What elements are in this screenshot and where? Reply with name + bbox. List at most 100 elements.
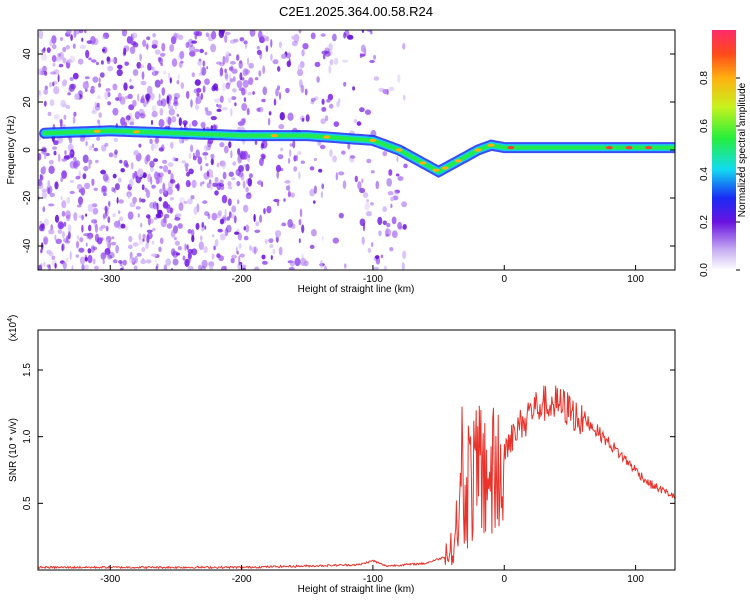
spectral-hotspot	[625, 146, 633, 150]
heatmap-cell	[293, 166, 298, 172]
heatmap-cell	[157, 175, 163, 184]
heatmap-cell	[185, 180, 191, 188]
heatmap-cell	[162, 159, 168, 164]
heatmap-cell	[320, 33, 326, 37]
heatmap-cell	[129, 202, 136, 208]
heatmap-cell	[241, 103, 248, 111]
heatmap-cell	[139, 197, 142, 203]
heatmap-cell	[237, 154, 242, 164]
heatmap-cell	[69, 190, 75, 195]
heatmap-cell	[301, 49, 305, 57]
heatmap-cell	[147, 173, 152, 183]
heatmap-cell	[179, 50, 185, 60]
heatmap-cell	[322, 54, 326, 60]
y-tick-label: 20	[22, 96, 33, 108]
heatmap-cell	[48, 203, 55, 207]
heatmap-cell	[220, 265, 227, 270]
heatmap-cell	[154, 79, 161, 88]
heatmap-cell	[320, 118, 327, 125]
heatmap-cell	[230, 257, 235, 264]
heatmap-cell	[205, 110, 212, 116]
heatmap-cell	[78, 196, 83, 206]
heatmap-cell	[132, 196, 138, 204]
heatmap-cell	[128, 104, 135, 111]
heatmap-cell	[170, 179, 176, 184]
heatmap-cell	[246, 108, 250, 116]
heatmap-cell	[299, 257, 307, 266]
heatmap-cell	[227, 186, 233, 190]
y-tick-label: 40	[22, 48, 33, 60]
heatmap-cell	[123, 47, 127, 56]
spectrogram-y-axis: -40 -20 0 20 40	[22, 48, 675, 253]
heatmap-cell	[193, 48, 200, 53]
heatmap-cell	[186, 171, 190, 177]
heatmap-cell	[231, 96, 237, 101]
heatmap-cell	[191, 40, 198, 44]
heatmap-cell	[204, 144, 208, 153]
snr-series-line	[38, 385, 675, 570]
heatmap-cell	[211, 234, 215, 238]
heatmap-cell	[301, 253, 304, 260]
heatmap-cell	[276, 85, 281, 91]
heatmap-cell	[281, 53, 287, 59]
heatmap-cell	[48, 81, 52, 88]
heatmap-cell	[51, 55, 57, 63]
heatmap-cell	[132, 69, 139, 76]
heatmap-cell	[98, 77, 101, 84]
heatmap-cell	[200, 181, 203, 187]
heatmap-cell	[249, 30, 256, 37]
heatmap-cell	[174, 105, 177, 110]
heatmap-cell	[268, 111, 272, 116]
spectral-hotspot	[645, 146, 653, 150]
heatmap-cell	[145, 241, 149, 249]
heatmap-cell	[160, 52, 166, 57]
heatmap-cell	[129, 85, 134, 90]
heatmap-cell	[395, 173, 400, 177]
spectral-hotspot	[419, 161, 427, 165]
heatmap-cell	[251, 246, 258, 254]
heatmap-cell	[167, 162, 174, 168]
heatmap-cell	[142, 110, 145, 114]
heatmap-cell	[204, 225, 207, 230]
heatmap-cell	[122, 259, 127, 266]
heatmap-cell	[94, 223, 99, 233]
heatmap-cell	[248, 77, 254, 86]
heatmap-cell	[114, 149, 118, 155]
heatmap-cell	[203, 246, 208, 254]
heatmap-cell	[210, 174, 214, 178]
heatmap-cell	[172, 156, 177, 162]
heatmap-cell	[310, 32, 316, 40]
heatmap-cell	[208, 261, 215, 267]
heatmap-cell	[259, 214, 263, 223]
heatmap-cell	[141, 71, 145, 80]
heatmap-cell	[288, 266, 295, 270]
heatmap-cell	[54, 234, 57, 241]
heatmap-cell	[299, 208, 303, 218]
heatmap-cell	[115, 244, 119, 254]
heatmap-cell	[187, 265, 194, 270]
heatmap-cell	[43, 47, 46, 52]
heatmap-cell	[65, 257, 69, 263]
heatmap-cell	[87, 248, 92, 254]
heatmap-cell	[161, 42, 166, 52]
heatmap-cell	[42, 148, 47, 152]
heatmap-cell	[288, 157, 291, 164]
heatmap-cell	[113, 56, 118, 65]
heatmap-cell	[82, 154, 89, 164]
heatmap-cell	[289, 143, 294, 147]
heatmap-cell	[328, 43, 333, 51]
heatmap-cell	[43, 237, 48, 246]
heatmap-cell	[138, 143, 142, 148]
heatmap-cell	[354, 175, 358, 183]
heatmap-cell	[234, 231, 240, 235]
heatmap-cell	[66, 59, 73, 64]
heatmap-cell	[324, 50, 331, 57]
heatmap-cell	[259, 157, 264, 167]
heatmap-cell	[386, 222, 391, 228]
y-tick-label: 1.5	[22, 363, 33, 377]
heatmap-cell	[352, 86, 356, 91]
heatmap-cell	[238, 243, 242, 249]
heatmap-cell	[256, 49, 262, 56]
heatmap-cell	[126, 36, 132, 44]
heatmap-cell	[195, 222, 200, 230]
